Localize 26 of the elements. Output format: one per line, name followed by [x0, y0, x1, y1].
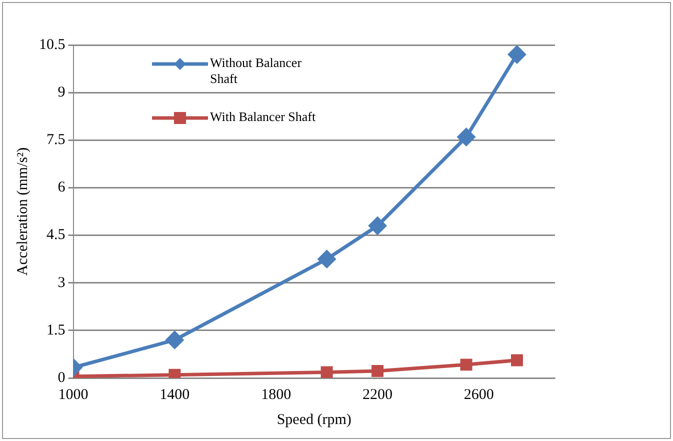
y-tick-label: 10.5	[39, 36, 66, 53]
y-tick-label: 0	[58, 370, 66, 386]
point	[458, 128, 476, 146]
y-axis-title: Acceleration (mm/s²)	[14, 147, 31, 276]
x-tick-label: 1000	[58, 386, 88, 403]
point	[368, 217, 386, 235]
x-tick-label: 1800	[261, 386, 292, 403]
point	[508, 46, 526, 64]
y-tick-label: 1.5	[46, 322, 66, 338]
x-tick-label: 2600	[464, 386, 494, 403]
y-tick-label: 6	[58, 180, 66, 196]
legend-label: Without Balancer Shaft	[210, 55, 303, 87]
x-axis-title: Speed (rpm)	[276, 412, 352, 428]
x-tick-label: 2200	[362, 386, 393, 403]
point	[318, 250, 336, 268]
point	[166, 331, 184, 349]
legend-label: With Balancer Shaft	[210, 109, 317, 125]
y-tick-label: 9	[58, 84, 66, 101]
point	[320, 366, 333, 378]
point	[372, 365, 384, 378]
y-tick-label: 7.5	[46, 132, 66, 148]
point	[460, 358, 472, 371]
y-tick-label: 3	[58, 274, 66, 291]
y-tick-label: 4.5	[46, 227, 66, 244]
x-tick-label: 1400	[160, 386, 190, 403]
point	[510, 354, 523, 366]
